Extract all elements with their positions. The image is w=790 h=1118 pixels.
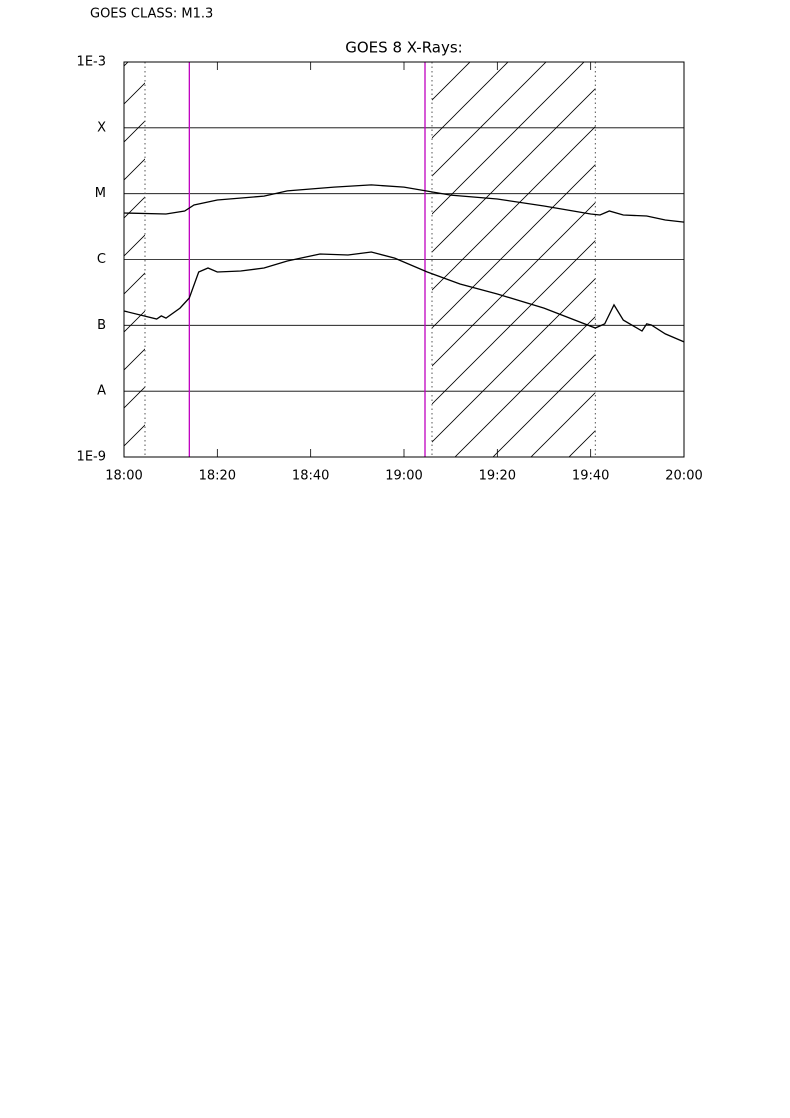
y-tick-label: X xyxy=(97,120,106,135)
y-tick-label: A xyxy=(97,384,106,399)
x-tick-label: 18:40 xyxy=(292,469,329,484)
y-tick-label: C xyxy=(97,252,106,267)
x-tick-label: 20:00 xyxy=(665,469,702,484)
plot-frame xyxy=(123,61,685,458)
chart-title: GOES 8 X-Rays: xyxy=(345,39,462,57)
y-tick-label: 1E-3 xyxy=(77,55,106,70)
x-tick-label: 18:00 xyxy=(105,469,142,484)
x-tick-label: 19:00 xyxy=(385,469,422,484)
y-tick-label: 1E-9 xyxy=(77,450,106,465)
flux-line xyxy=(123,184,685,223)
x-tick-label: 19:40 xyxy=(572,469,609,484)
y-tick-label: M xyxy=(95,186,106,201)
y-tick-label: B xyxy=(97,318,106,333)
x-tick-label: 19:20 xyxy=(479,469,516,484)
x-tick-label: 18:20 xyxy=(199,469,236,484)
flux-line xyxy=(123,251,685,343)
class-label: GOES CLASS: M1.3 xyxy=(90,7,213,22)
